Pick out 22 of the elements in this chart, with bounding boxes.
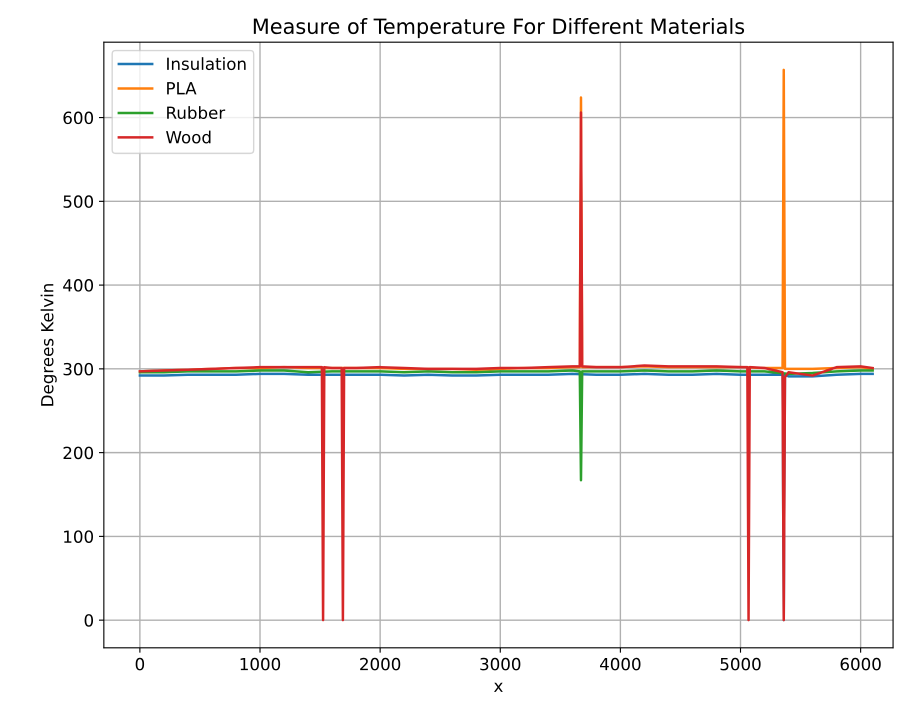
y-tick-label: 200 bbox=[64, 446, 94, 460]
y-tick-label: 600 bbox=[63, 112, 94, 124]
y-tick-label: 400 bbox=[63, 279, 94, 292]
x-tick-label: 4000 bbox=[600, 658, 640, 670]
legend-label: Insulation bbox=[167, 57, 246, 70]
legend-label: PLA bbox=[167, 82, 196, 94]
y-tick-label: 0 bbox=[84, 614, 94, 627]
x-axis-title: x bbox=[494, 682, 503, 692]
legend-label: Wood bbox=[166, 130, 210, 144]
x-tick-label: 0 bbox=[136, 658, 144, 670]
y-tick-label: 500 bbox=[64, 195, 94, 208]
x-tick-label: 6000 bbox=[840, 658, 881, 670]
line-series bbox=[138, 369, 874, 482]
x-tick-label: 5000 bbox=[720, 658, 761, 670]
y-tick-label: 300 bbox=[64, 362, 94, 376]
chart-title: Measure of Temperature For Different Materials bbox=[254, 18, 744, 38]
y-axis-title: Degrees Kelvin bbox=[40, 284, 57, 406]
x-tick-label: 2000 bbox=[360, 658, 400, 670]
y-tick-label: 100 bbox=[64, 530, 94, 543]
x-tick-label: 3000 bbox=[480, 658, 520, 670]
x-tick-label: 1000 bbox=[240, 658, 280, 670]
legend-label: Rubber bbox=[167, 106, 226, 120]
